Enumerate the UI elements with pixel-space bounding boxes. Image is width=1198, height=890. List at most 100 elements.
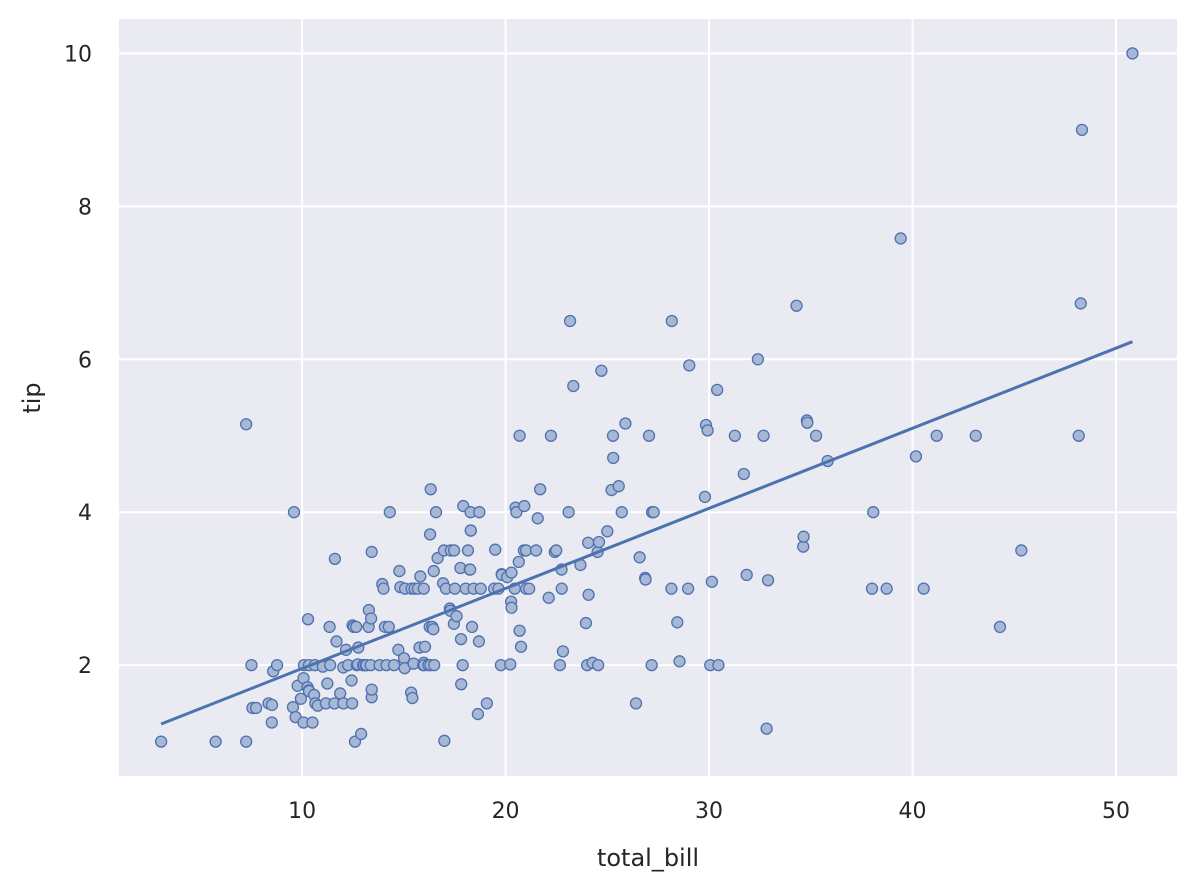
data-point [790,299,803,312]
data-point [1074,297,1087,310]
data-point [518,499,531,513]
data-point [354,727,368,741]
data-point [209,735,222,748]
data-point [665,582,678,595]
data-point [265,716,278,729]
data-point [553,658,567,672]
plot-background [119,19,1177,776]
data-point [1075,123,1089,137]
y-tick-label: 6 [78,348,92,373]
data-point [534,483,547,496]
data-point [592,535,606,549]
data-point [728,429,742,442]
data-point [969,429,982,442]
data-point [393,564,406,578]
data-point [510,506,523,519]
data-point [705,575,719,588]
data-point [711,383,724,397]
data-point [867,506,880,519]
data-point [737,467,750,481]
data-point [423,528,437,541]
data-point [428,658,441,672]
data-point [455,678,468,691]
data-point [504,658,517,671]
data-point [579,616,593,630]
data-point [461,544,475,557]
scatter-points [154,47,1139,748]
data-point [601,525,614,538]
data-point [245,658,258,672]
y-axis-label: tip [18,382,46,413]
data-point [474,582,487,595]
y-tick-label: 4 [78,501,92,526]
data-point [592,658,605,672]
data-point [464,524,477,537]
data-point [438,734,451,747]
data-point [639,573,652,586]
data-point [698,490,712,504]
data-point [761,574,775,587]
data-point [480,697,494,710]
data-point [512,555,525,569]
data-point [465,620,479,634]
data-point [701,424,714,437]
data-point [760,722,773,735]
data-point [1015,544,1028,557]
data-point [629,697,643,710]
data-point [562,506,575,519]
data-point [633,551,646,564]
data-point [427,564,440,578]
data-point [321,677,334,690]
data-point [619,417,632,430]
data-point [365,545,378,559]
data-point [645,658,658,672]
data-point [1126,47,1139,60]
data-point [615,506,628,519]
data-point [406,691,419,705]
data-point [456,658,469,672]
data-point [418,640,432,653]
data-point [930,429,943,442]
data-point [513,429,526,442]
data-point [665,314,678,328]
data-point [330,635,343,648]
data-point [323,620,336,634]
x-tick-label: 20 [492,799,520,824]
data-point [450,610,463,623]
data-point [377,582,390,595]
data-point [909,450,923,463]
data-point [612,480,625,493]
data-point [683,359,696,372]
data-point [505,601,518,614]
data-point [417,582,430,595]
data-point [287,506,301,519]
data-point [865,582,879,595]
data-point [606,429,620,442]
data-point [563,314,577,328]
data-point [582,536,595,549]
data-point [523,582,536,595]
data-point [993,620,1007,634]
data-point [427,623,440,636]
data-point [582,588,595,601]
data-point [809,429,823,442]
data-point [642,429,656,442]
data-point [556,645,570,658]
data-point [324,658,337,672]
data-point [607,451,620,465]
data-point [249,701,263,715]
regression-line [160,340,1133,726]
data-point [383,506,396,519]
data-point [301,613,315,626]
data-point [917,582,930,595]
data-point [265,698,279,712]
data-point [544,429,558,442]
data-point [448,582,462,595]
data-point [595,364,608,377]
data-point [270,658,284,672]
data-point [364,612,378,625]
data-point [801,416,814,429]
data-point [447,544,461,557]
data-point [513,624,526,637]
